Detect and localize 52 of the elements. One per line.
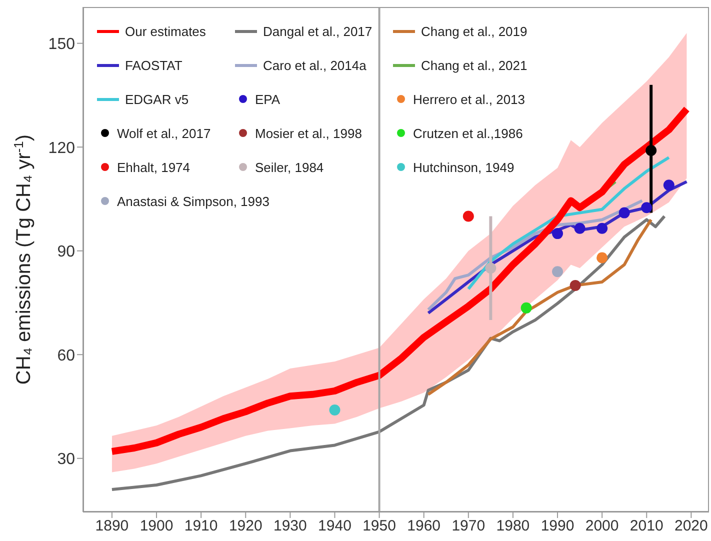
legend-label: Chang et al., 2021	[421, 58, 528, 72]
x-tick-label: 1900	[140, 518, 174, 535]
x-tick-label: 1980	[496, 518, 530, 535]
y-tick-label: 30	[57, 451, 76, 468]
legend-label: Herrero et al., 2013	[413, 92, 526, 106]
point	[520, 302, 532, 314]
point	[641, 202, 652, 214]
x-tick-label: 1920	[228, 518, 262, 535]
point	[596, 222, 608, 234]
point	[663, 180, 674, 191]
x-tick-label: 1990	[540, 518, 574, 535]
legend-label: Dangal et al., 2017	[263, 24, 372, 38]
x-tick-label: 1930	[273, 518, 307, 535]
legend-label: EDGAR v5	[125, 92, 189, 106]
legend-label: Anastasi & Simpson, 1993	[117, 194, 270, 208]
point	[574, 222, 586, 234]
point	[462, 210, 474, 222]
legend-label: Seiler, 1984	[255, 160, 324, 174]
legend-label: Ehhalt, 1974	[117, 160, 190, 174]
x-tick-label: 1940	[318, 518, 352, 535]
point	[646, 145, 657, 156]
legend-label: Hutchinson, 1949	[413, 160, 514, 174]
x-tick-label: 2020	[674, 518, 708, 535]
line-series	[110, 214, 666, 492]
point	[552, 228, 564, 240]
legend-label: Crutzen et al.,1986	[413, 126, 523, 140]
line-series	[426, 218, 653, 396]
point	[570, 280, 581, 291]
legend-label: Mosier et al., 1998	[255, 126, 362, 140]
legend-label: Chang et al., 2019	[421, 24, 528, 38]
x-tick-label: 1910	[184, 518, 218, 535]
point	[596, 252, 608, 264]
line-series	[426, 180, 688, 315]
point	[552, 266, 564, 278]
y-tick-label: 150	[48, 36, 76, 53]
point	[618, 207, 630, 218]
x-tick-label: 2010	[630, 518, 664, 535]
point	[485, 262, 496, 274]
legend-label: Caro et al., 2014a	[263, 58, 366, 72]
legend-label: FAOSTAT	[125, 58, 182, 72]
legend-label: Wolf et al., 2017	[117, 126, 211, 140]
legend-label: EPA	[255, 92, 280, 106]
y-tick-label: 90	[57, 244, 76, 261]
x-tick-label: 1950	[362, 518, 396, 535]
y-tick-label: 120	[48, 140, 76, 157]
y-tick-label: 60	[57, 347, 76, 364]
x-tick-label: 1960	[407, 518, 441, 535]
point	[329, 404, 340, 416]
x-tick-label: 2000	[585, 518, 619, 535]
x-tick-label: 1970	[452, 518, 486, 535]
x-tick-label: 1890	[95, 518, 129, 535]
legend-label: Our estimates	[125, 24, 206, 38]
